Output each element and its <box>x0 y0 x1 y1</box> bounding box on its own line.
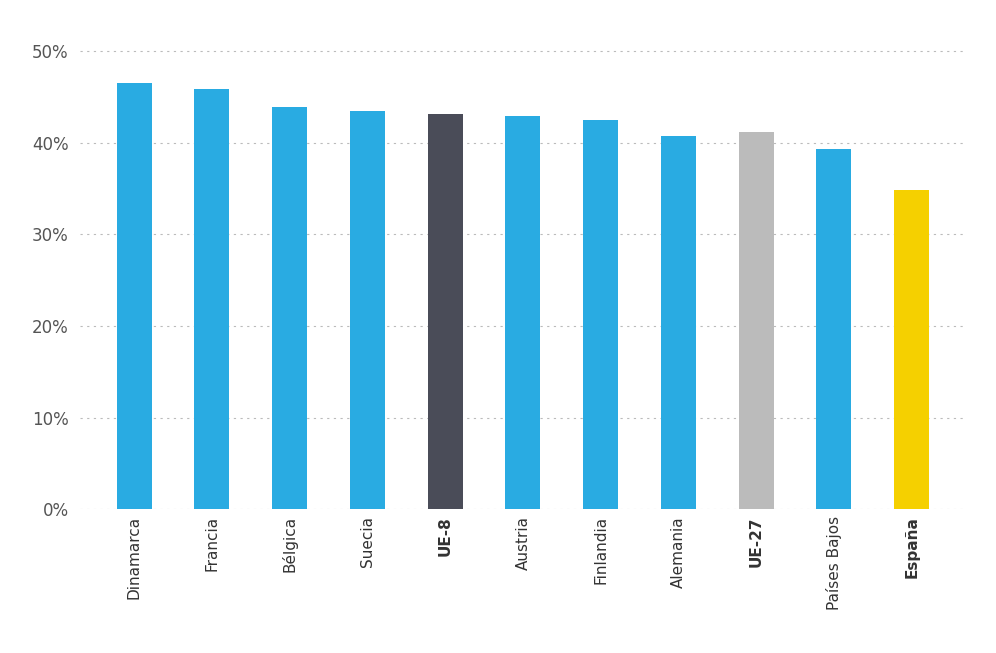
Bar <box>584 119 619 509</box>
Bar <box>117 83 151 509</box>
Bar <box>817 149 852 509</box>
Bar <box>505 116 541 509</box>
Bar <box>894 190 929 509</box>
Bar <box>427 114 462 509</box>
Bar <box>661 136 696 509</box>
Bar <box>350 110 384 509</box>
Bar <box>194 89 229 509</box>
Bar <box>272 107 307 509</box>
Bar <box>739 132 774 509</box>
